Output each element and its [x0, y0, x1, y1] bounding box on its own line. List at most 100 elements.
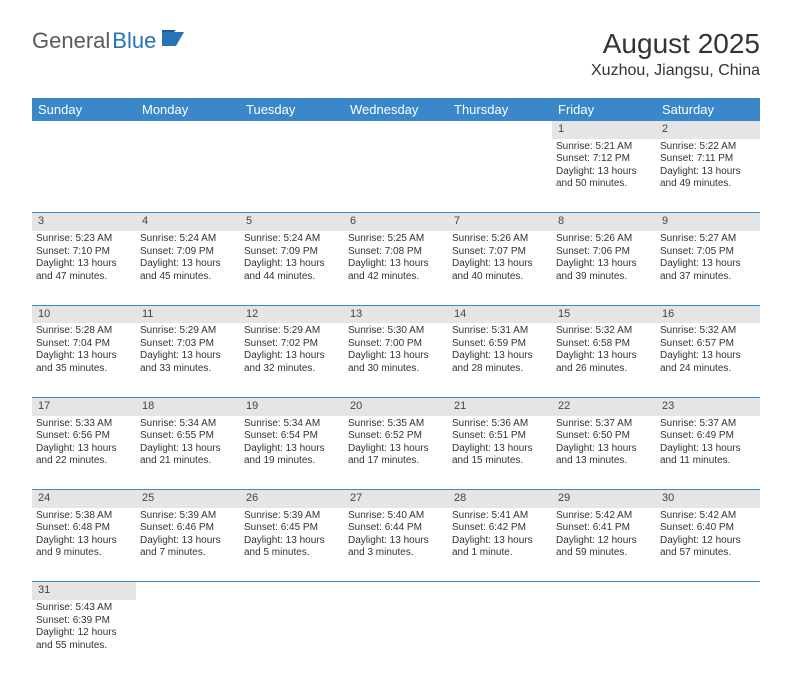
- daylight-text: and 49 minutes.: [660, 178, 756, 191]
- sunset-text: Sunset: 6:42 PM: [452, 522, 548, 535]
- sunrise-text: Sunrise: 5:28 AM: [36, 325, 132, 338]
- daylight-text: Daylight: 13 hours: [660, 258, 756, 271]
- daylight-text: and 44 minutes.: [244, 271, 340, 284]
- weekday-header: Thursday: [448, 98, 552, 121]
- day-number-cell: 11: [136, 305, 240, 323]
- sunset-text: Sunset: 6:49 PM: [660, 430, 756, 443]
- day-number-cell: 1: [552, 121, 656, 139]
- sunset-text: Sunset: 7:00 PM: [348, 338, 444, 351]
- day-detail-cell: Sunrise: 5:42 AMSunset: 6:40 PMDaylight:…: [656, 508, 760, 582]
- daylight-text: and 32 minutes.: [244, 363, 340, 376]
- day-number-cell: 24: [32, 490, 136, 508]
- sunrise-text: Sunrise: 5:24 AM: [244, 233, 340, 246]
- sunset-text: Sunset: 6:52 PM: [348, 430, 444, 443]
- day-detail-cell: [136, 600, 240, 674]
- daylight-text: Daylight: 13 hours: [36, 258, 132, 271]
- daylight-text: and 39 minutes.: [556, 271, 652, 284]
- weekday-header: Monday: [136, 98, 240, 121]
- daylight-text: and 17 minutes.: [348, 455, 444, 468]
- sunrise-text: Sunrise: 5:32 AM: [556, 325, 652, 338]
- month-title: August 2025: [591, 28, 760, 60]
- daylight-text: Daylight: 13 hours: [452, 535, 548, 548]
- day-detail-row: Sunrise: 5:43 AMSunset: 6:39 PMDaylight:…: [32, 600, 760, 674]
- daylight-text: and 45 minutes.: [140, 271, 236, 284]
- daylight-text: and 11 minutes.: [660, 455, 756, 468]
- day-number-cell: 31: [32, 582, 136, 600]
- day-number-cell: [32, 121, 136, 139]
- sunset-text: Sunset: 6:55 PM: [140, 430, 236, 443]
- day-number-cell: 7: [448, 213, 552, 231]
- daylight-text: Daylight: 13 hours: [660, 166, 756, 179]
- daylight-text: and 40 minutes.: [452, 271, 548, 284]
- day-number-cell: 9: [656, 213, 760, 231]
- sunrise-text: Sunrise: 5:23 AM: [36, 233, 132, 246]
- day-detail-cell: Sunrise: 5:36 AMSunset: 6:51 PMDaylight:…: [448, 416, 552, 490]
- sunset-text: Sunset: 7:10 PM: [36, 246, 132, 259]
- daylight-text: Daylight: 13 hours: [348, 443, 444, 456]
- day-detail-cell: Sunrise: 5:33 AMSunset: 6:56 PMDaylight:…: [32, 416, 136, 490]
- sunrise-text: Sunrise: 5:34 AM: [244, 418, 340, 431]
- day-detail-cell: Sunrise: 5:37 AMSunset: 6:50 PMDaylight:…: [552, 416, 656, 490]
- day-number-row: 31: [32, 582, 760, 600]
- sunrise-text: Sunrise: 5:25 AM: [348, 233, 444, 246]
- sunset-text: Sunset: 6:56 PM: [36, 430, 132, 443]
- day-number-cell: 30: [656, 490, 760, 508]
- day-detail-cell: Sunrise: 5:21 AMSunset: 7:12 PMDaylight:…: [552, 139, 656, 213]
- sunset-text: Sunset: 6:39 PM: [36, 615, 132, 628]
- day-number-cell: 4: [136, 213, 240, 231]
- daylight-text: and 50 minutes.: [556, 178, 652, 191]
- daylight-text: Daylight: 13 hours: [36, 443, 132, 456]
- day-number-cell: 15: [552, 305, 656, 323]
- daylight-text: and 9 minutes.: [36, 547, 132, 560]
- sunrise-text: Sunrise: 5:42 AM: [556, 510, 652, 523]
- sunrise-text: Sunrise: 5:39 AM: [140, 510, 236, 523]
- day-number-cell: 3: [32, 213, 136, 231]
- daylight-text: Daylight: 13 hours: [452, 258, 548, 271]
- sunset-text: Sunset: 6:57 PM: [660, 338, 756, 351]
- day-detail-cell: [552, 600, 656, 674]
- day-detail-row: Sunrise: 5:28 AMSunset: 7:04 PMDaylight:…: [32, 323, 760, 397]
- daylight-text: Daylight: 12 hours: [36, 627, 132, 640]
- sunrise-text: Sunrise: 5:38 AM: [36, 510, 132, 523]
- daylight-text: Daylight: 13 hours: [348, 350, 444, 363]
- daylight-text: Daylight: 13 hours: [348, 535, 444, 548]
- day-detail-cell: Sunrise: 5:26 AMSunset: 7:07 PMDaylight:…: [448, 231, 552, 305]
- day-number-cell: [448, 582, 552, 600]
- daylight-text: Daylight: 12 hours: [660, 535, 756, 548]
- sunrise-text: Sunrise: 5:24 AM: [140, 233, 236, 246]
- sunrise-text: Sunrise: 5:21 AM: [556, 141, 652, 154]
- daylight-text: Daylight: 13 hours: [140, 258, 236, 271]
- daylight-text: Daylight: 13 hours: [244, 350, 340, 363]
- weekday-header: Wednesday: [344, 98, 448, 121]
- day-number-cell: 20: [344, 397, 448, 415]
- daylight-text: and 1 minute.: [452, 547, 548, 560]
- weekday-header: Saturday: [656, 98, 760, 121]
- daylight-text: and 33 minutes.: [140, 363, 236, 376]
- day-number-cell: 29: [552, 490, 656, 508]
- sunset-text: Sunset: 7:09 PM: [244, 246, 340, 259]
- day-detail-cell: [344, 139, 448, 213]
- day-detail-cell: [240, 139, 344, 213]
- day-detail-cell: [448, 139, 552, 213]
- daylight-text: and 7 minutes.: [140, 547, 236, 560]
- daylight-text: and 26 minutes.: [556, 363, 652, 376]
- day-number-cell: [240, 582, 344, 600]
- weekday-header: Tuesday: [240, 98, 344, 121]
- sunset-text: Sunset: 7:07 PM: [452, 246, 548, 259]
- day-detail-cell: Sunrise: 5:37 AMSunset: 6:49 PMDaylight:…: [656, 416, 760, 490]
- day-number-cell: 17: [32, 397, 136, 415]
- daylight-text: and 5 minutes.: [244, 547, 340, 560]
- sunrise-text: Sunrise: 5:30 AM: [348, 325, 444, 338]
- sunrise-text: Sunrise: 5:39 AM: [244, 510, 340, 523]
- day-detail-cell: Sunrise: 5:32 AMSunset: 6:57 PMDaylight:…: [656, 323, 760, 397]
- day-detail-cell: Sunrise: 5:29 AMSunset: 7:03 PMDaylight:…: [136, 323, 240, 397]
- sunrise-text: Sunrise: 5:36 AM: [452, 418, 548, 431]
- day-number-row: 24252627282930: [32, 490, 760, 508]
- day-detail-cell: Sunrise: 5:26 AMSunset: 7:06 PMDaylight:…: [552, 231, 656, 305]
- day-detail-cell: Sunrise: 5:30 AMSunset: 7:00 PMDaylight:…: [344, 323, 448, 397]
- day-number-cell: 13: [344, 305, 448, 323]
- daylight-text: and 13 minutes.: [556, 455, 652, 468]
- sunrise-text: Sunrise: 5:41 AM: [452, 510, 548, 523]
- daylight-text: Daylight: 13 hours: [140, 535, 236, 548]
- sunrise-text: Sunrise: 5:34 AM: [140, 418, 236, 431]
